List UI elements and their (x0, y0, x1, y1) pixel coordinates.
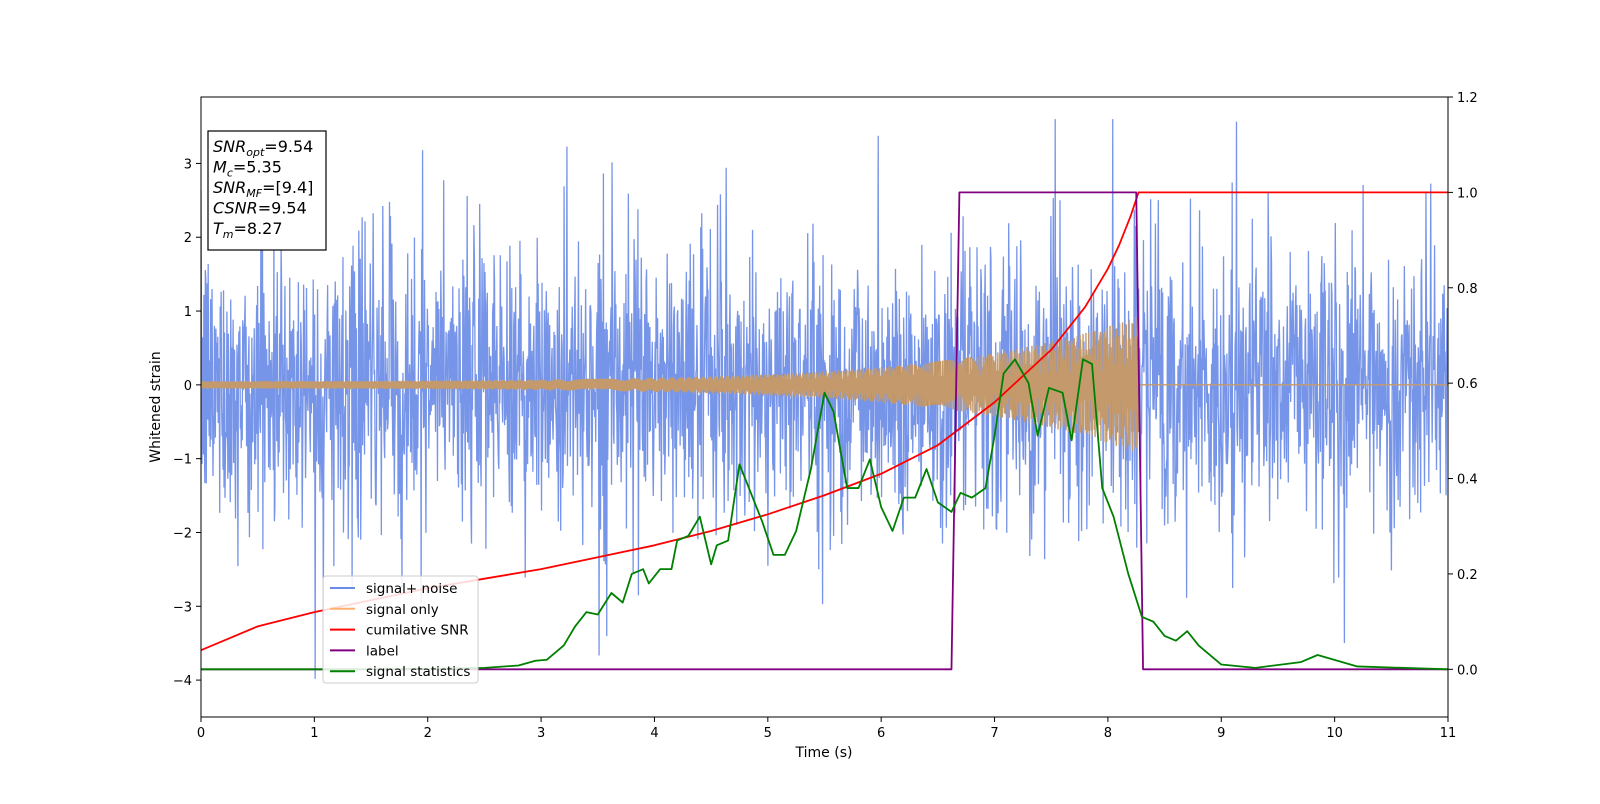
annotation-line: Mc=5.35 (213, 158, 282, 180)
x-tick-label: 5 (764, 726, 772, 741)
series-signal-statistics (201, 358, 1448, 671)
x-tick-label: 11 (1440, 726, 1457, 741)
y-axis-label: Whitened strain (148, 351, 164, 462)
x-tick-label: 6 (877, 726, 885, 741)
y-left-tick-label: 2 (184, 231, 192, 246)
x-tick-label: 1 (310, 726, 318, 741)
legend: signal+ noise signal only cumilative SNR la… (322, 575, 479, 684)
x-axis-label: Time (s) (795, 745, 853, 761)
series-signal-only (201, 317, 1448, 452)
legend-entry: signal only (366, 602, 439, 618)
x-tick-label: 8 (1104, 726, 1112, 741)
y-left-tick-label: 0 (184, 379, 192, 394)
legend-entry: cumilative SNR (366, 623, 469, 639)
y-left-tick-label: −3 (173, 600, 192, 615)
x-tick-label: 3 (537, 726, 545, 741)
legend-entry: signal statistics (366, 664, 470, 680)
y-right-tick-label: 0.0 (1457, 663, 1478, 678)
y-right-tick-label: 1.0 (1457, 186, 1478, 201)
y-right-tick-label: 1.2 (1457, 91, 1478, 106)
x-tick-label: 9 (1217, 726, 1225, 741)
annotation-line: SNRMF=[9.4] (213, 178, 313, 200)
annotation-line: CSNR=9.54 (213, 199, 307, 218)
y-left-tick-label: −4 (173, 674, 192, 689)
y-left-tick-label: −2 (173, 526, 192, 541)
legend-entry: signal+ noise (366, 581, 457, 597)
annotation-line: Tm=8.27 (213, 219, 283, 241)
y-right-tick-label: 0.8 (1457, 282, 1478, 297)
legend-entry: label (366, 643, 399, 659)
stats-annotation: SNRopt=9.54Mc=5.35SNRMF=[9.4]CSNR=9.54Tm… (207, 130, 327, 251)
y-left-tick-label: 1 (184, 305, 192, 320)
y-axis-left: −4 −3 −2 −1 0 1 2 3 (173, 157, 201, 689)
x-tick-label: 0 (197, 726, 205, 741)
y-left-tick-label: −1 (173, 453, 192, 468)
y-left-tick-label: 3 (184, 157, 192, 172)
x-axis: 0 1 2 3 4 5 6 7 8 9 10 11 (197, 717, 1456, 741)
y-right-tick-label: 0.4 (1457, 473, 1478, 488)
series-label (201, 191, 1448, 671)
y-right-tick-label: 0.2 (1457, 568, 1478, 583)
series-signal-noise (201, 119, 1448, 679)
x-tick-label: 10 (1326, 726, 1343, 741)
y-right-tick-label: 0.6 (1457, 377, 1478, 392)
annotation-frame (207, 130, 327, 251)
plot-frame (200, 96, 1449, 718)
x-tick-label: 2 (424, 726, 432, 741)
y-axis-right: 0.0 0.2 0.4 0.6 0.8 1.0 1.2 (1448, 91, 1478, 678)
x-tick-label: 4 (650, 726, 658, 741)
x-tick-label: 7 (990, 726, 998, 741)
annotation-line: SNRopt=9.54 (213, 137, 313, 159)
legend-frame (322, 575, 479, 684)
